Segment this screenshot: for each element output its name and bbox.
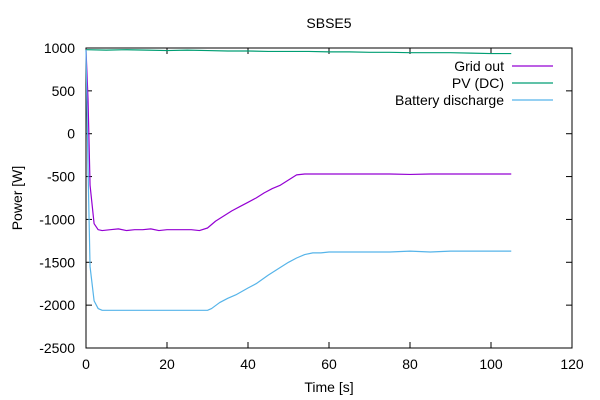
y-axis-title: Power [W] [9, 166, 25, 231]
y-tick-label: -2500 [39, 340, 75, 356]
x-tick-label: 40 [240, 356, 256, 372]
x-tick-label: 100 [479, 356, 503, 372]
axis-ticks: 0 20 40 60 80 100 120 1000 500 0 -500 -1000 -1500 -20… [39, 40, 584, 372]
x-tick-label: 60 [321, 356, 337, 372]
x-tick-label: 20 [159, 356, 175, 372]
legend-label: Battery discharge [395, 92, 504, 108]
y-tick-label: -1500 [39, 254, 75, 270]
y-tick-label: 500 [52, 83, 76, 99]
x-tick-label: 120 [560, 356, 584, 372]
x-tick-label: 80 [402, 356, 418, 372]
y-tick-label: 1000 [44, 40, 75, 56]
y-tick-label: -1000 [39, 211, 75, 227]
series-line-pv-dc [85, 49, 512, 55]
series-line-grid-out [85, 49, 512, 232]
y-tick-label: 0 [67, 126, 75, 142]
plot-frame [85, 47, 573, 349]
legend-label: Grid out [454, 58, 504, 74]
plot-area [85, 47, 573, 349]
series-layer [85, 49, 512, 311]
series-line-battery-discharge [85, 49, 512, 311]
y-tick-label: -2000 [39, 297, 75, 313]
y-tick-label: -500 [47, 169, 75, 185]
chart-title: SBSE5 [306, 15, 351, 31]
x-axis-title: Time [s] [304, 379, 353, 395]
legend-label: PV (DC) [452, 75, 504, 91]
x-tick-label: 0 [82, 356, 90, 372]
